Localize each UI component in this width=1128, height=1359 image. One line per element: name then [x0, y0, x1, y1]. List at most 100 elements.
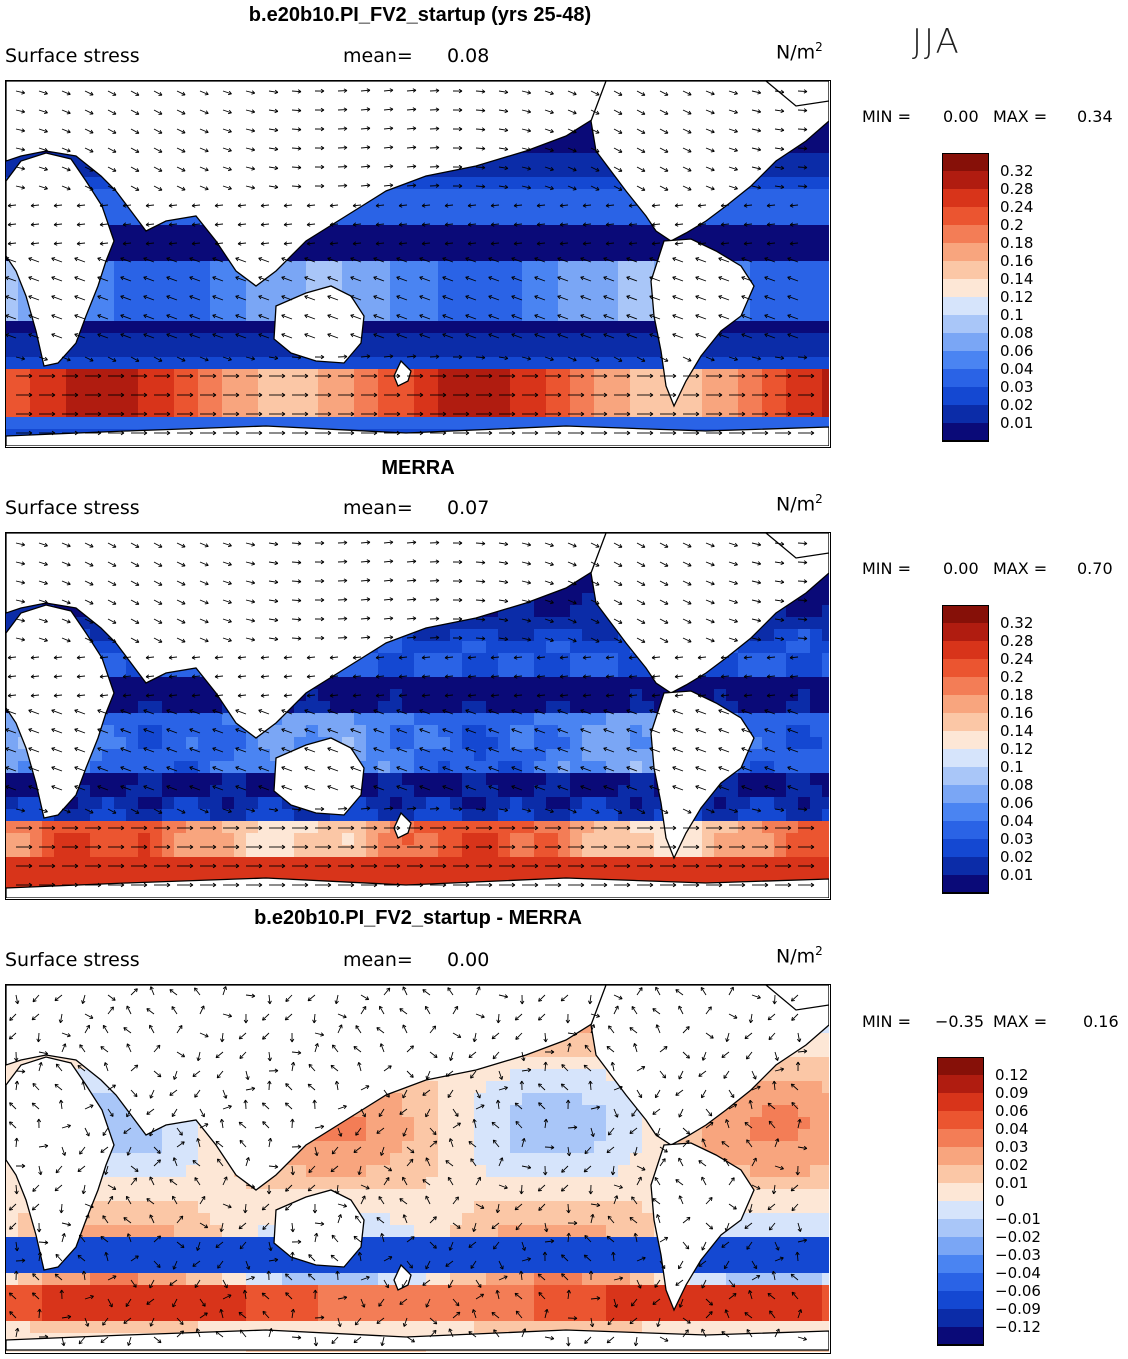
- field-cell: [786, 665, 799, 678]
- field-cell: [174, 261, 187, 274]
- stress-vector-head: [641, 358, 646, 362]
- stress-vector: [682, 356, 692, 362]
- stress-vector-head: [235, 333, 240, 338]
- stress-vector: [38, 356, 48, 361]
- stress-vector-head: [697, 241, 702, 246]
- stress-vector-head: [504, 165, 509, 171]
- field-cell: [822, 653, 829, 666]
- stress-vector-head: [343, 183, 348, 188]
- field-cell: [198, 261, 211, 274]
- field-cell: [390, 417, 403, 430]
- field-cell: [534, 641, 547, 654]
- field-cell: [414, 689, 427, 702]
- stress-vector-head: [741, 430, 746, 436]
- stress-vector: [511, 314, 523, 320]
- field-cell: [738, 417, 751, 430]
- stress-vector: [741, 314, 753, 320]
- stress-vector: [15, 166, 25, 170]
- stress-vector: [442, 333, 454, 339]
- field-cell: [486, 297, 499, 310]
- field-cell: [522, 237, 535, 250]
- stress-vector: [122, 223, 132, 226]
- stress-vector: [534, 333, 546, 339]
- field-cell: [426, 369, 439, 382]
- field-cell: [474, 393, 487, 406]
- field-cell: [414, 297, 427, 310]
- stress-vector: [682, 147, 692, 153]
- field-cell: [30, 357, 43, 370]
- field-cell: [762, 761, 775, 774]
- field-cell: [138, 689, 151, 702]
- stress-vector-head: [710, 167, 715, 172]
- stress-vector: [360, 184, 371, 187]
- field-cell: [498, 701, 511, 714]
- stress-vector: [375, 204, 385, 207]
- field-cell: [534, 665, 547, 678]
- field-cell: [726, 333, 739, 346]
- field-cell: [738, 677, 751, 690]
- field-cell: [582, 129, 595, 142]
- stress-vector: [511, 333, 523, 339]
- stress-vector: [360, 108, 371, 111]
- stress-vector-head: [419, 333, 424, 338]
- field-cell: [546, 273, 559, 286]
- field-cell: [798, 357, 811, 370]
- field-cell: [570, 405, 583, 418]
- stress-vector-head: [757, 147, 762, 152]
- panel-1-max-value: 0.34: [1077, 107, 1113, 126]
- stress-vector: [697, 223, 707, 226]
- field-cell: [6, 321, 19, 334]
- panel-1-max-label: MAX =: [993, 107, 1048, 126]
- field-cell: [378, 677, 391, 690]
- field-cell: [798, 761, 811, 774]
- field-cell: [114, 273, 127, 286]
- field-cell: [594, 749, 607, 762]
- field-cell: [582, 357, 595, 370]
- field-cell: [246, 369, 259, 382]
- stress-vector-head: [168, 241, 173, 246]
- field-cell: [582, 653, 595, 666]
- field-cell: [174, 237, 187, 250]
- field-cell: [486, 653, 499, 666]
- stress-vector: [191, 223, 201, 226]
- field-cell: [642, 309, 655, 322]
- field-cell: [210, 773, 223, 786]
- stress-vector-head: [810, 430, 815, 436]
- stress-vector-head: [343, 126, 348, 131]
- field-cell: [810, 737, 823, 750]
- stress-vector-head: [350, 333, 355, 338]
- field-cell: [774, 273, 787, 286]
- stress-vector: [442, 276, 454, 282]
- stress-vector: [6, 295, 17, 301]
- field-cell: [534, 321, 547, 334]
- stress-vector-head: [158, 129, 163, 134]
- stress-vector-head: [674, 203, 679, 208]
- field-cell: [438, 321, 451, 334]
- field-cell: [114, 213, 127, 226]
- field-cell: [186, 321, 199, 334]
- field-cell: [558, 593, 571, 606]
- field-cell: [786, 417, 799, 430]
- field-cell: [582, 605, 595, 618]
- field-cell: [414, 357, 427, 370]
- field-cell: [582, 369, 595, 382]
- stress-vector: [498, 128, 508, 131]
- stress-vector-head: [687, 148, 692, 153]
- stress-vector: [465, 276, 477, 282]
- field-cell: [354, 417, 367, 430]
- stress-vector: [720, 223, 730, 226]
- stress-vector-head: [734, 147, 738, 153]
- field-cell: [426, 285, 439, 298]
- stress-vector-head: [166, 257, 171, 262]
- field-cell: [450, 713, 463, 726]
- field-cell: [54, 381, 67, 394]
- field-cell: [222, 393, 235, 406]
- field-cell: [162, 393, 175, 406]
- field-cell: [630, 285, 643, 298]
- field-cell: [450, 261, 463, 274]
- stress-vector-head: [235, 411, 240, 417]
- field-cell: [462, 249, 475, 262]
- stress-vector: [120, 295, 132, 301]
- field-cell: [618, 677, 631, 690]
- stress-vector: [605, 223, 615, 226]
